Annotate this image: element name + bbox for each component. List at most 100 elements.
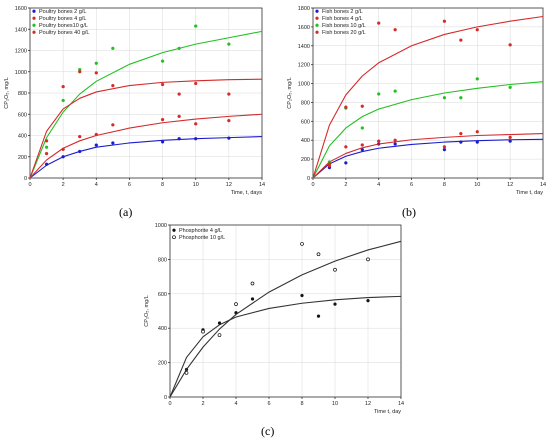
x-tick-label: 2	[62, 182, 65, 188]
x-tick-label: 12	[226, 182, 232, 188]
data-point	[217, 333, 222, 337]
y-tick-label: 1200	[15, 49, 27, 55]
y-tick-label: 200	[18, 155, 27, 161]
x-tick-label: 14	[259, 182, 265, 188]
chart-panel-b: 0 2 4 6 8 10 12 14 0 200 400 600 800 1000 1200 1400 1600…	[287, 6, 546, 196]
data-point	[459, 38, 463, 42]
data-point	[250, 281, 255, 286]
data-point	[344, 161, 348, 165]
data-point	[360, 126, 364, 130]
x-tick-label: 4	[95, 182, 98, 188]
y-tick-label: 0	[307, 176, 310, 182]
data-point	[184, 371, 189, 375]
chart-panel-a: 0 2 4 6 8 10 12 14 0 200 400 600 800 1000 1200 1400 1600…	[4, 6, 265, 196]
y-tick-label: 1400	[15, 27, 27, 33]
data-point	[78, 134, 82, 139]
data-point	[61, 84, 65, 89]
data-point	[377, 92, 381, 96]
y-tick-label: 1600	[298, 25, 310, 31]
x-tick-label: 12	[507, 182, 513, 188]
data-point	[459, 96, 463, 100]
x-tick-label: 0	[168, 401, 171, 407]
data-point	[366, 299, 370, 303]
data-point	[360, 104, 364, 108]
data-point	[111, 46, 115, 51]
data-point	[300, 242, 304, 246]
x-tick-label: 4	[377, 182, 380, 188]
data-point	[442, 145, 447, 149]
data-point	[393, 142, 397, 146]
data-point	[61, 147, 65, 151]
data-point	[316, 314, 321, 318]
data-point	[177, 46, 181, 51]
data-point	[94, 143, 98, 147]
x-tick-label: 0	[28, 182, 31, 188]
y-tick-label: 600	[301, 119, 310, 125]
y-tick-label: 400	[301, 138, 310, 144]
data-point	[227, 118, 231, 123]
y-tick-label: 400	[18, 134, 27, 140]
data-point	[160, 59, 165, 63]
data-point	[217, 321, 222, 325]
data-point	[227, 92, 231, 96]
data-point	[360, 143, 364, 147]
x-tick-label: 2	[201, 401, 204, 407]
legend-label: Poultry bones 2 g/L	[39, 9, 86, 15]
data-point	[377, 21, 381, 25]
y-tick-label: 1000	[298, 82, 310, 88]
fit-curve	[29, 113, 263, 179]
x-tick-label: 14	[398, 401, 404, 407]
data-point	[442, 19, 447, 23]
legend-label: Poultry bones 40 g/L	[39, 30, 89, 36]
legend-marker	[315, 30, 319, 34]
y-tick-label: 400	[158, 326, 167, 332]
panel-label-c: (c)	[261, 424, 274, 438]
x-tick-label: 2	[344, 182, 347, 188]
legend-marker	[315, 16, 319, 20]
x-axis-label: Time t, day	[374, 409, 401, 415]
y-tick-label: 1000	[15, 70, 27, 76]
chart-panel-c: 0 2 4 6 8 10 12 14 0 200 400 600 800 1000 Time t, day C…	[144, 223, 404, 415]
x-tick-label: 10	[193, 182, 199, 188]
data-point	[250, 297, 255, 301]
data-point	[177, 137, 181, 141]
legend-label: Poultry bones 4 g/L	[39, 16, 86, 22]
y-tick-label: 1200	[298, 63, 310, 69]
fit-curve	[312, 81, 544, 179]
data-point	[44, 162, 49, 166]
data-point	[111, 123, 115, 127]
x-tick-label: 6	[128, 182, 131, 188]
y-tick-label: 600	[18, 112, 27, 118]
data-point	[344, 105, 348, 109]
fit-curve	[29, 30, 263, 179]
data-point	[442, 148, 447, 152]
data-point	[201, 329, 205, 334]
data-point	[177, 114, 181, 119]
y-tick-label: 0	[24, 176, 27, 182]
y-tick-label: 200	[158, 361, 167, 367]
legend-label: Phosphorite 4 g/L	[179, 228, 222, 234]
legend-marker	[315, 23, 319, 27]
legend-label: Fish bones 2 g/L	[322, 9, 363, 15]
fit-curve	[169, 240, 402, 398]
x-tick-label: 8	[443, 182, 446, 188]
data-point	[393, 89, 397, 93]
data-point	[78, 149, 82, 154]
data-point	[194, 137, 198, 141]
data-point	[393, 138, 397, 142]
y-axis-label: CP₂O₅, mg/L	[144, 295, 150, 327]
x-axis-label: Time t, day	[516, 190, 543, 196]
y-tick-label: 800	[301, 100, 310, 106]
legend-marker	[315, 9, 319, 13]
legend-label: Fish bones 10 g/L	[322, 23, 366, 29]
panel-label-b: (b)	[402, 205, 416, 219]
legend-label: Phosphorite 10 g/L	[179, 235, 225, 241]
data-point	[508, 135, 512, 140]
data-point	[333, 267, 337, 272]
legend-marker	[172, 228, 176, 232]
data-point	[78, 70, 82, 74]
y-tick-label: 0	[164, 395, 167, 401]
legend-label: Fish bones 20 g/L	[322, 30, 366, 36]
data-point	[234, 302, 238, 306]
